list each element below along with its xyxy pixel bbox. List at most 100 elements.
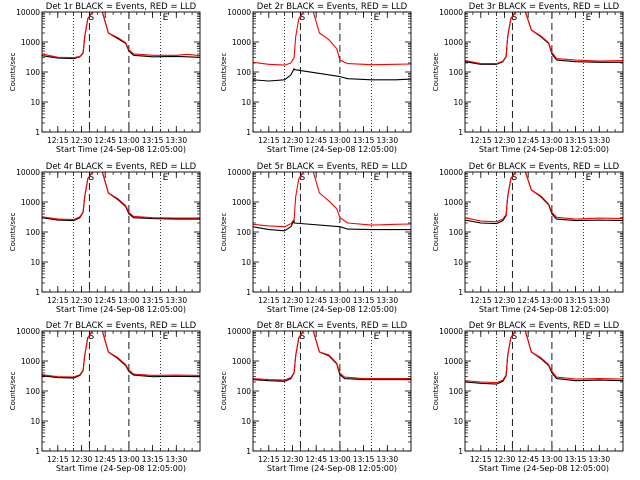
y-tick-label: 1000 [232, 38, 251, 47]
y-tick-label: 10000 [16, 327, 40, 336]
events-series-line [465, 331, 623, 385]
chart-panel: Det 6r BLACK = Events, RED = LLD 1 10 100 10… [432, 162, 624, 314]
x-tick-label: 13:00 [329, 136, 351, 145]
y-tick-label: 100 [237, 387, 252, 396]
lld-series-line [42, 331, 200, 378]
y-tick-label: 100 [237, 68, 252, 77]
x-tick-label: 12:45 [305, 455, 327, 464]
y-tick-label: 10000 [439, 168, 463, 177]
x-tick-label: 13:00 [541, 455, 563, 464]
y-tick-label: 10 [30, 98, 40, 107]
x-tick-label: 12:30 [71, 296, 93, 305]
x-tick-label: 13:30 [588, 455, 610, 464]
x-tick-label: 13:30 [165, 296, 187, 305]
x-tick-label: 12:15 [470, 296, 492, 305]
y-tick-label: 10000 [16, 8, 40, 17]
y-tick-label: 1000 [21, 357, 40, 366]
y-tick-label: 1 [35, 128, 40, 137]
chart-panel: Det 2r BLACK = Events, RED = LLD 1 10 100 10… [220, 2, 412, 154]
x-tick-label: 13:30 [165, 455, 187, 464]
start-marker: S [300, 13, 306, 23]
events-series-line [42, 172, 200, 222]
y-tick-label: 10 [241, 258, 251, 267]
x-axis-label: Start Time (24-Sep-08 12:05:00) [267, 464, 397, 473]
chart-panel: Det 7r BLACK = Events, RED = LLD 1 10 100 10… [9, 321, 201, 473]
x-tick-label: 12:45 [94, 136, 116, 145]
start-marker: S [300, 332, 306, 342]
x-axis-label: Start Time (24-Sep-08 12:05:00) [479, 305, 609, 314]
chart-title: Det 1r BLACK = Events, RED = LLD [46, 2, 197, 12]
x-tick-label: 12:45 [517, 455, 539, 464]
y-tick-label: 10000 [227, 8, 251, 17]
y-tick-label: 100 [26, 387, 41, 396]
chart-panel: Det 8r BLACK = Events, RED = LLD 1 10 100 10… [220, 321, 412, 473]
chart-title: Det 4r BLACK = Events, RED = LLD [46, 162, 197, 172]
y-tick-label: 100 [26, 68, 41, 77]
x-tick-label: 13:30 [376, 455, 398, 464]
x-tick-label: 12:30 [494, 136, 516, 145]
x-tick-label: 12:15 [258, 455, 280, 464]
x-tick-label: 13:00 [541, 136, 563, 145]
x-tick-label: 12:30 [71, 136, 93, 145]
y-tick-label: 1 [246, 288, 251, 297]
start-marker: S [512, 332, 518, 342]
y-tick-label: 10 [30, 417, 40, 426]
y-tick-label: 1000 [444, 38, 463, 47]
x-tick-label: 13:15 [565, 455, 587, 464]
lld-series-line [253, 331, 411, 381]
events-series-line [253, 331, 411, 382]
lld-series-line [253, 172, 411, 228]
start-marker: S [300, 173, 306, 183]
lld-series-line [465, 12, 623, 65]
y-tick-label: 1000 [21, 38, 40, 47]
start-marker: S [512, 13, 518, 23]
lld-series-line [465, 172, 623, 223]
x-axis-label: Start Time (24-Sep-08 12:05:00) [56, 145, 186, 154]
y-tick-label: 1 [458, 128, 463, 137]
x-tick-label: 13:15 [565, 136, 587, 145]
plot-frame [464, 171, 624, 293]
chart-panel: Det 3r BLACK = Events, RED = LLD 1 10 100 10… [432, 2, 624, 154]
events-series-line [253, 219, 411, 232]
x-tick-label: 13:00 [541, 296, 563, 305]
x-tick-label: 12:30 [494, 296, 516, 305]
x-tick-label: 13:00 [118, 455, 140, 464]
plot-frame [464, 11, 624, 133]
x-tick-label: 13:15 [353, 136, 375, 145]
y-tick-label: 10000 [439, 8, 463, 17]
end-marker: E [586, 332, 592, 342]
y-tick-label: 1 [35, 288, 40, 297]
y-axis-label: Counts/sec [9, 53, 17, 92]
start-marker: S [512, 173, 518, 183]
plot-frame [41, 330, 201, 452]
x-axis-label: Start Time (24-Sep-08 12:05:00) [479, 464, 609, 473]
y-tick-label: 10 [453, 98, 463, 107]
plot-frame [252, 330, 412, 452]
end-marker: E [163, 173, 169, 183]
x-tick-label: 12:15 [47, 455, 69, 464]
x-axis-label: Start Time (24-Sep-08 12:05:00) [267, 145, 397, 154]
y-tick-label: 10 [453, 417, 463, 426]
chart-title: Det 7r BLACK = Events, RED = LLD [46, 321, 197, 331]
plot-frame [252, 11, 412, 133]
x-tick-label: 13:15 [353, 455, 375, 464]
y-axis-label: Counts/sec [9, 372, 17, 411]
y-tick-label: 1000 [444, 357, 463, 366]
x-tick-label: 13:30 [376, 136, 398, 145]
start-marker: S [89, 13, 95, 23]
end-marker: E [374, 332, 380, 342]
x-axis-label: Start Time (24-Sep-08 12:05:00) [479, 145, 609, 154]
y-tick-label: 1000 [444, 198, 463, 207]
y-axis-label: Counts/sec [220, 372, 228, 411]
end-marker: E [374, 13, 380, 23]
x-tick-label: 12:15 [47, 136, 69, 145]
x-axis-label: Start Time (24-Sep-08 12:05:00) [56, 464, 186, 473]
x-tick-label: 13:30 [588, 296, 610, 305]
y-tick-label: 100 [237, 228, 252, 237]
y-axis-label: Counts/sec [432, 53, 440, 92]
plot-frame [41, 11, 201, 133]
x-tick-label: 12:30 [494, 455, 516, 464]
x-tick-label: 13:15 [142, 455, 164, 464]
x-tick-label: 12:45 [94, 455, 116, 464]
x-axis-label: Start Time (24-Sep-08 12:05:00) [267, 305, 397, 314]
